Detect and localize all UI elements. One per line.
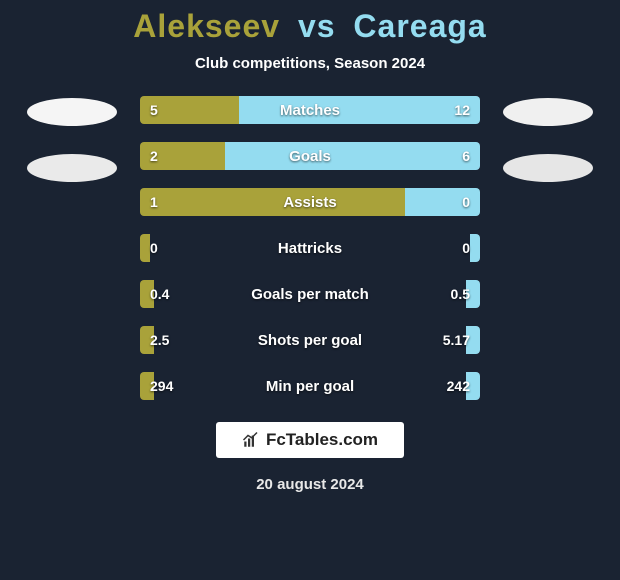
stat-value-left: 0 bbox=[150, 234, 158, 262]
stat-value-right: 242 bbox=[447, 372, 470, 400]
watermark-badge: FcTables.com bbox=[216, 422, 404, 458]
club-logo-right-0 bbox=[503, 98, 593, 126]
comparison-title: Alekseev vs Careaga bbox=[133, 8, 486, 45]
stat-row-goals: Goals2 6 bbox=[140, 142, 480, 170]
club-logo-left-1 bbox=[27, 154, 117, 182]
stat-value-left: 2 bbox=[150, 142, 158, 170]
left-logo-column bbox=[24, 96, 120, 182]
stat-row-hattricks: Hattricks0 0 bbox=[140, 234, 480, 262]
stat-row-matches: Matches5 12 bbox=[140, 96, 480, 124]
right-logo-column bbox=[500, 96, 596, 182]
chart-icon bbox=[242, 431, 260, 449]
stat-value-right: 0 bbox=[462, 234, 470, 262]
stat-value-right: 5.17 bbox=[443, 326, 470, 354]
stat-value-left: 1 bbox=[150, 188, 158, 216]
stat-label: Matches bbox=[140, 96, 480, 124]
stat-value-right: 12 bbox=[454, 96, 470, 124]
date-text: 20 august 2024 bbox=[256, 476, 364, 493]
club-logo-right-1 bbox=[503, 154, 593, 182]
stat-label: Goals per match bbox=[140, 280, 480, 308]
stat-value-left: 0.4 bbox=[150, 280, 169, 308]
watermark-text: FcTables.com bbox=[266, 430, 378, 450]
stat-value-right: 0.5 bbox=[451, 280, 470, 308]
subtitle: Club competitions, Season 2024 bbox=[195, 55, 425, 72]
stat-label: Shots per goal bbox=[140, 326, 480, 354]
stat-label: Hattricks bbox=[140, 234, 480, 262]
stat-label: Goals bbox=[140, 142, 480, 170]
vs-text: vs bbox=[298, 8, 336, 44]
stat-value-right: 6 bbox=[462, 142, 470, 170]
stat-row-shots-per-goal: Shots per goal2.5 5.17 bbox=[140, 326, 480, 354]
stat-label: Min per goal bbox=[140, 372, 480, 400]
stat-row-min-per-goal: Min per goal294 242 bbox=[140, 372, 480, 400]
stat-value-right: 0 bbox=[462, 188, 470, 216]
stat-row-goals-per-match: Goals per match0.4 0.5 bbox=[140, 280, 480, 308]
stat-value-left: 5 bbox=[150, 96, 158, 124]
stat-row-assists: Assists1 0 bbox=[140, 188, 480, 216]
stat-value-left: 2.5 bbox=[150, 326, 169, 354]
stat-value-left: 294 bbox=[150, 372, 173, 400]
stat-label: Assists bbox=[140, 188, 480, 216]
player2-name: Careaga bbox=[353, 8, 486, 44]
player1-name: Alekseev bbox=[133, 8, 280, 44]
club-logo-left-0 bbox=[27, 98, 117, 126]
bars-column: Matches512Goals26Assists10Hattricks00Goa… bbox=[140, 96, 480, 400]
chart-area: Matches512Goals26Assists10Hattricks00Goa… bbox=[0, 96, 620, 400]
